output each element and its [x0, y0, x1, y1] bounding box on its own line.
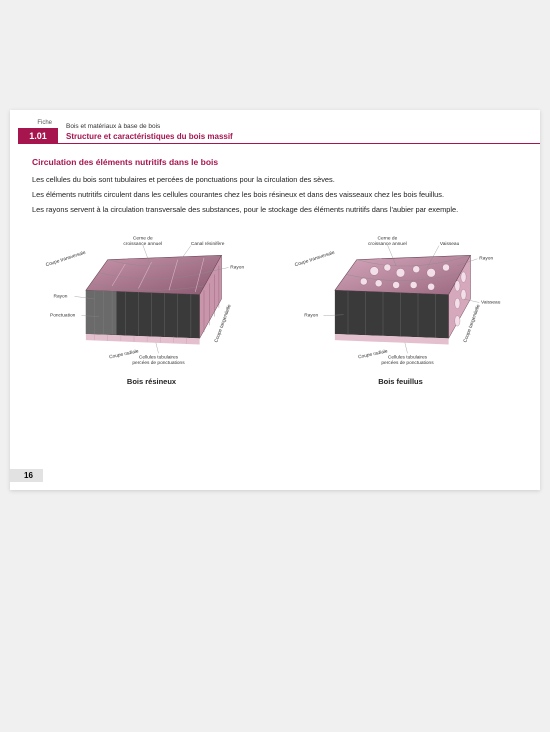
- svg-text:Rayon: Rayon: [479, 256, 493, 262]
- fiche-number: 1.01: [18, 128, 58, 144]
- figure-resineux: Cerne decroissance annuel Canal résinifè…: [32, 229, 271, 387]
- svg-text:Cellules tubulairespercées de: Cellules tubulairespercées de ponctuatio…: [132, 355, 185, 366]
- chapter-supertitle: Bois et matériaux à base de bois: [66, 123, 540, 132]
- svg-text:Rayon: Rayon: [304, 313, 318, 319]
- document-page: Fiche 1.01 Bois et matériaux à base de b…: [10, 110, 540, 490]
- figure-caption: Bois résineux: [32, 376, 271, 387]
- wood-diagram-icon: Cerne decroissance annuel Canal résinifè…: [32, 229, 271, 369]
- svg-text:Coupe transversale: Coupe transversale: [294, 250, 336, 269]
- fiche-label: Fiche: [19, 120, 58, 128]
- svg-text:Coupe radiale: Coupe radiale: [358, 348, 389, 360]
- page-header: Fiche 1.01 Bois et matériaux à base de b…: [10, 120, 540, 144]
- paragraph: Les éléments nutritifs circulent dans le…: [32, 189, 520, 200]
- page-content: Circulation des éléments nutritifs dans …: [10, 144, 540, 387]
- figure-feuillus: Cerne decroissance annuel Vaisseau Rayon…: [281, 229, 520, 387]
- svg-text:Vaisseau: Vaisseau: [440, 241, 460, 247]
- wood-diagram-icon: Cerne decroissance annuel Vaisseau Rayon…: [281, 229, 520, 369]
- svg-text:Coupe radiale: Coupe radiale: [109, 348, 140, 360]
- page-number: 16: [10, 469, 43, 482]
- svg-text:Coupe transversale: Coupe transversale: [45, 250, 87, 269]
- paragraph: Les cellules du bois sont tubulaires et …: [32, 174, 520, 185]
- svg-text:Canal résinifère: Canal résinifère: [191, 241, 225, 247]
- paragraph: Les rayons servent à la circulation tran…: [32, 204, 520, 215]
- svg-text:Rayon: Rayon: [54, 293, 68, 299]
- svg-text:Cellules tubulairespercées de: Cellules tubulairespercées de ponctuatio…: [381, 355, 434, 366]
- svg-text:Coupe tangentielle: Coupe tangentielle: [213, 304, 232, 344]
- section-heading: Circulation des éléments nutritifs dans …: [32, 156, 520, 169]
- svg-text:Ponctuation: Ponctuation: [50, 313, 76, 319]
- svg-text:Vaisseau: Vaisseau: [481, 299, 501, 305]
- figures-row: Cerne decroissance annuel Canal résinifè…: [32, 229, 520, 387]
- chapter-title: Structure et caractéristiques du bois ma…: [66, 132, 540, 143]
- svg-text:Coupe tangentielle: Coupe tangentielle: [462, 304, 481, 344]
- figure-caption: Bois feuillus: [281, 376, 520, 387]
- svg-text:Rayon: Rayon: [230, 264, 244, 270]
